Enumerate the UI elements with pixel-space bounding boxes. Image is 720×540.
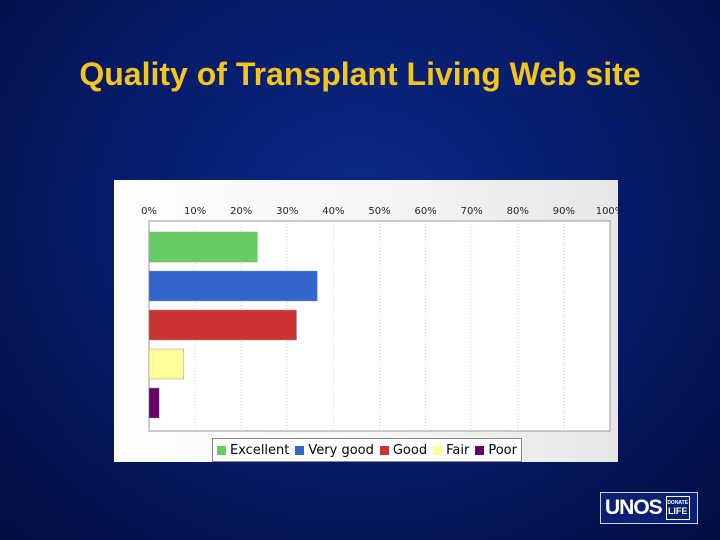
legend-item-poor: Poor (475, 443, 517, 458)
chart-legend: Excellent Very good Good Fair Poor (212, 438, 522, 462)
bar-good (148, 309, 297, 341)
legend-label: Fair (446, 442, 470, 458)
tick-layer: 0% 10% 20% 30% 40% 50% 60% 70% 80% 90% 100% (141, 206, 618, 217)
x-tick-label: 40% (322, 206, 344, 217)
legend-swatch (475, 445, 485, 455)
x-tick-label: 50% (368, 206, 390, 217)
x-tick-label: 90% (553, 206, 575, 217)
chart-panel: 0% 10% 20% 30% 40% 50% 60% 70% 80% 90% 100% Excell… (114, 180, 618, 462)
legend-label: Poor (488, 442, 517, 458)
bar-excellent (148, 231, 258, 263)
legend-label: Very good (308, 442, 374, 458)
unos-logo-text: UNOS (605, 496, 663, 519)
x-tick-label: 100% (596, 206, 618, 217)
x-tick-label: 20% (230, 206, 252, 217)
bar-very-good (148, 270, 318, 302)
x-tick-label: 80% (507, 206, 529, 217)
x-tick-label: 10% (184, 206, 206, 217)
donate-life-badge: DONATE LIFE (665, 496, 690, 520)
legend-item-excellent: Excellent (217, 443, 289, 458)
bar-layer (148, 231, 318, 419)
slide-title: Quality of Transplant Living Web site (79, 56, 641, 92)
donate-life-top: DONATE (667, 500, 689, 506)
bar-fair (148, 348, 184, 380)
x-tick-label: 70% (461, 206, 483, 217)
bar-poor (148, 387, 160, 419)
legend-swatch (379, 445, 389, 455)
x-tick-label: 30% (276, 206, 298, 217)
legend-item-good: Good (379, 442, 428, 458)
unos-logo: UNOS DONATE LIFE (600, 492, 698, 524)
bar-chart: 0% 10% 20% 30% 40% 50% 60% 70% 80% 90% 100% (141, 206, 618, 432)
legend-label: Good (392, 442, 428, 458)
legend-swatch (433, 445, 443, 455)
donate-life-bottom: LIFE (667, 506, 688, 516)
legend-item-very-good: Very good (295, 442, 374, 458)
x-tick-label: 0% (141, 206, 157, 217)
x-tick-label: 60% (414, 206, 436, 217)
legend-label: Excellent (230, 442, 290, 458)
legend-swatch (217, 445, 226, 455)
legend-item-fair: Fair (433, 443, 469, 458)
legend-swatch (295, 445, 305, 455)
